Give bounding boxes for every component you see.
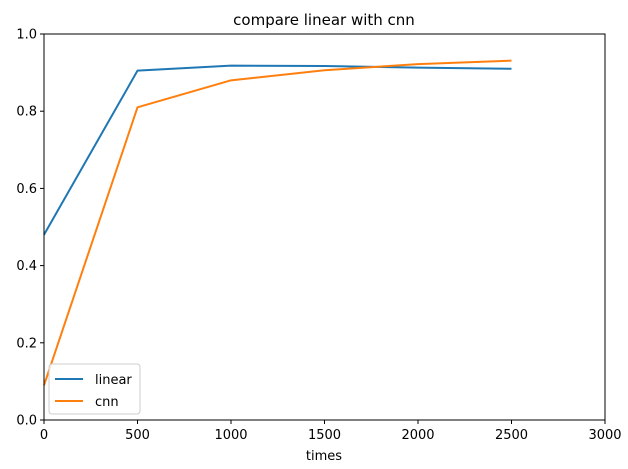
x-tick-label: 2000 — [401, 428, 434, 443]
y-axis-ticks: 0.0 0.2 0.4 0.6 0.8 1.0 — [16, 28, 44, 429]
y-tick-label: 0.6 — [16, 182, 37, 197]
chart-title: compare linear with cnn — [233, 11, 415, 29]
legend: linear cnn — [48, 363, 141, 415]
x-axis-ticks: 0 500 1000 1500 2000 2500 3000 — [40, 420, 622, 443]
x-tick-label: 3000 — [588, 428, 621, 443]
x-tick-label: 2500 — [495, 428, 528, 443]
x-tick-label: 500 — [125, 428, 150, 443]
y-tick-label: 0.8 — [16, 105, 37, 120]
x-tick-label: 1000 — [214, 428, 247, 443]
y-tick-label: 0.4 — [16, 259, 37, 274]
plot-area — [44, 34, 605, 420]
x-tick-label: 0 — [40, 428, 48, 443]
y-tick-label: 1.0 — [16, 28, 37, 43]
x-axis-label: times — [306, 449, 342, 464]
legend-items: linear cnn — [55, 373, 132, 410]
y-tick-label: 0.2 — [16, 336, 37, 351]
legend-label-linear: linear — [95, 373, 132, 388]
x-tick-label: 1500 — [308, 428, 341, 443]
series-line-linear — [43, 64, 512, 236]
y-tick-label: 0.0 — [16, 414, 37, 429]
series-line-cnn — [43, 59, 512, 386]
legend-label-cnn: cnn — [95, 395, 119, 410]
